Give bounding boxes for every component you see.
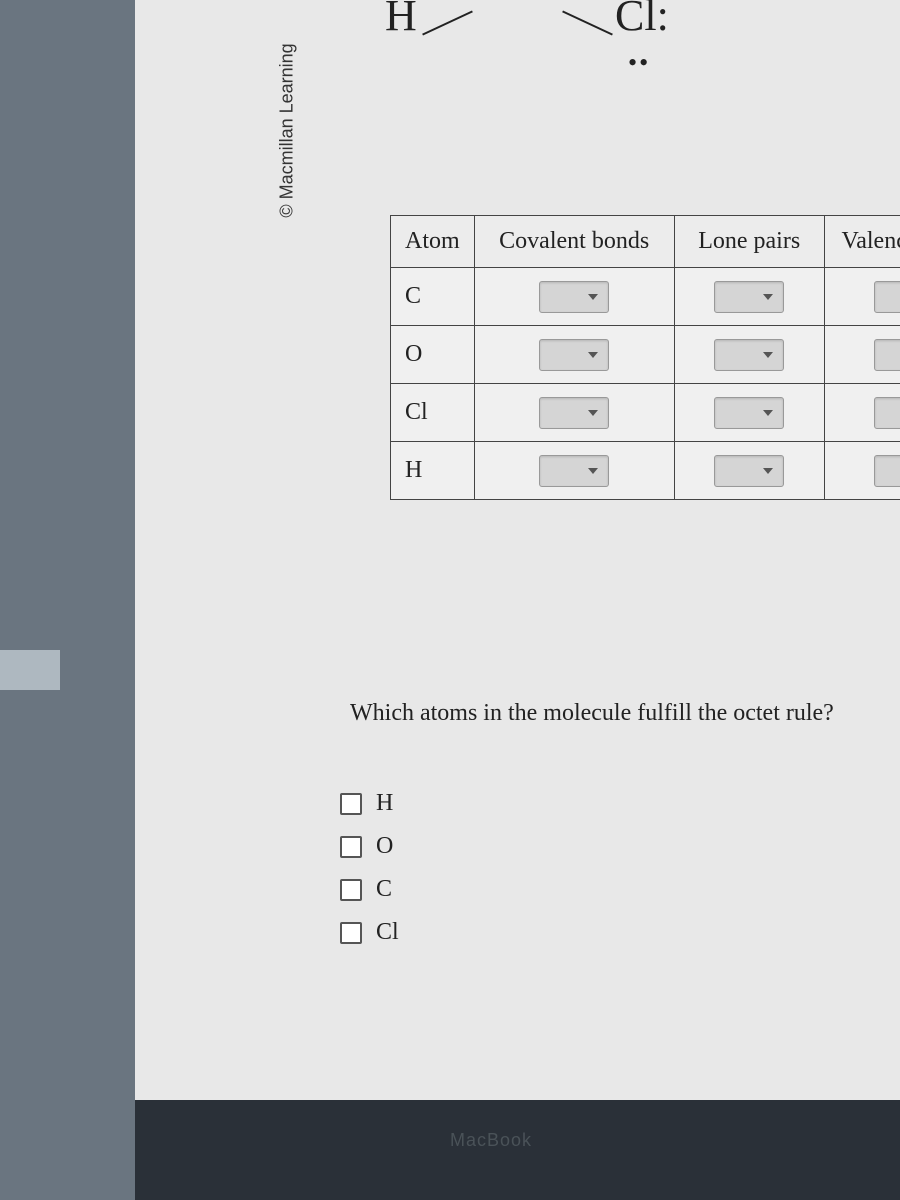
header-atom: Atom [391,216,475,268]
lonepairs-dropdown-h[interactable] [714,455,784,487]
header-valence: Valence electr [824,216,900,268]
checkbox-item-cl: Cl [340,919,399,946]
atom-data-table: Atom Covalent bonds Lone pairs Valence e… [390,215,900,500]
covalent-dropdown-h[interactable] [539,455,609,487]
covalent-dropdown-cl[interactable] [539,397,609,429]
chevron-down-icon [588,410,598,416]
bond-line-left [422,10,473,35]
lonepairs-dropdown-c[interactable] [714,281,784,313]
left-panel-highlight [0,650,60,690]
chevron-down-icon [588,468,598,474]
lone-pair-dots: •• [628,48,650,78]
chevron-down-icon [763,352,773,358]
table-row: H [391,442,900,500]
chevron-down-icon [763,468,773,474]
chevron-down-icon [588,352,598,358]
table-row: C [391,268,900,326]
checkbox-h[interactable] [340,793,362,815]
covalent-dropdown-o[interactable] [539,339,609,371]
checkbox-item-o: O [340,833,399,860]
atom-cl-label: Cl: [615,0,669,41]
table-row: Cl [391,384,900,442]
lonepairs-dropdown-o[interactable] [714,339,784,371]
atom-cell: O [391,326,475,384]
checkbox-cl[interactable] [340,922,362,944]
molecule-diagram: H Cl: •• [335,0,900,100]
atom-h-label: H [385,0,417,41]
checkbox-c[interactable] [340,879,362,901]
checkbox-label: H [376,790,393,817]
laptop-brand-text: MacBook [450,1130,532,1151]
chevron-down-icon [763,294,773,300]
copyright-text: © Macmillan Learning [277,43,298,217]
checkbox-item-h: H [340,790,399,817]
checkbox-label: Cl [376,919,399,946]
valence-dropdown-o[interactable] [874,339,900,371]
content-page: © Macmillan Learning H Cl: •• Atom Coval… [135,0,900,1100]
header-covalent: Covalent bonds [474,216,674,268]
lonepairs-dropdown-cl[interactable] [714,397,784,429]
checkbox-label: O [376,833,393,860]
table-row: O [391,326,900,384]
checkbox-group: H O C Cl [340,790,399,962]
chevron-down-icon [763,410,773,416]
left-sidebar-panel [0,0,135,1200]
question-text: Which atoms in the molecule fulfill the … [350,700,834,727]
header-lone-pairs: Lone pairs [674,216,824,268]
table-header-row: Atom Covalent bonds Lone pairs Valence e… [391,216,900,268]
copyright-container: © Macmillan Learning [270,0,305,260]
valence-dropdown-cl[interactable] [874,397,900,429]
atom-cell: C [391,268,475,326]
valence-dropdown-c[interactable] [874,281,900,313]
bond-line-right [562,10,613,35]
checkbox-item-c: C [340,876,399,903]
checkbox-label: C [376,876,392,903]
chevron-down-icon [588,294,598,300]
atom-cell: H [391,442,475,500]
covalent-dropdown-c[interactable] [539,281,609,313]
valence-dropdown-h[interactable] [874,455,900,487]
checkbox-o[interactable] [340,836,362,858]
atom-cell: Cl [391,384,475,442]
